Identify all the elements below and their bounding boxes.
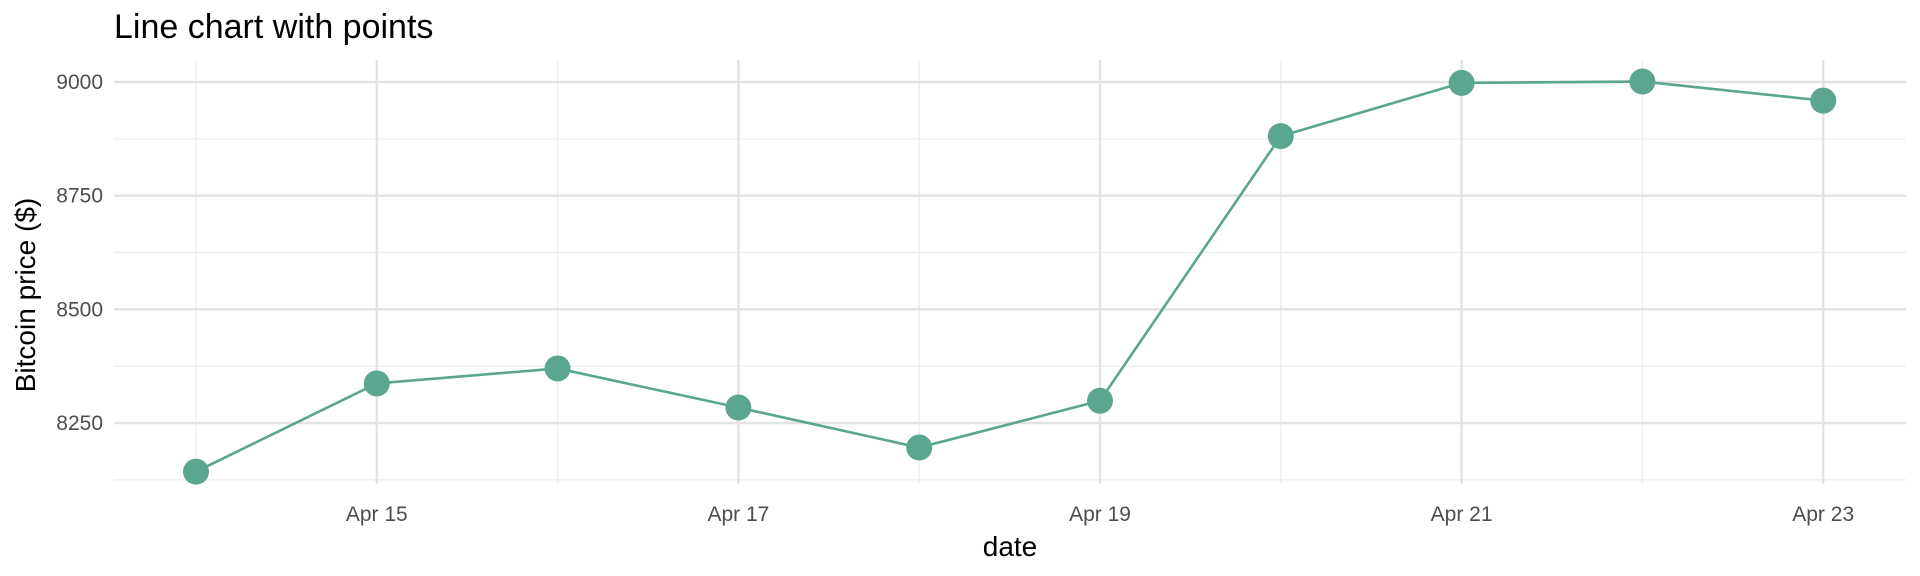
data-point bbox=[1267, 123, 1294, 150]
chart-title: Line chart with points bbox=[114, 8, 433, 46]
x-tick-label: Apr 15 bbox=[346, 503, 408, 526]
series-line bbox=[195, 80, 1824, 473]
y-axis-ticks: 8250 8500 8750 9000 bbox=[56, 71, 103, 435]
x-axis-title: date bbox=[983, 531, 1038, 562]
x-tick-label: Apr 17 bbox=[707, 503, 769, 526]
data-point bbox=[1629, 68, 1656, 95]
y-axis-title: Bitcoin price ($) bbox=[10, 198, 41, 393]
x-tick-label: Apr 19 bbox=[1069, 503, 1131, 526]
data-point bbox=[1810, 87, 1837, 114]
data-point bbox=[906, 434, 933, 461]
data-point bbox=[544, 355, 571, 382]
data-point bbox=[1087, 387, 1113, 414]
x-tick-label: Apr 23 bbox=[1792, 503, 1854, 526]
series-points bbox=[183, 68, 1837, 485]
y-tick-label: 9000 bbox=[56, 71, 103, 94]
grid bbox=[114, 60, 1906, 484]
data-point bbox=[725, 394, 752, 421]
y-tick-label: 8250 bbox=[56, 412, 103, 435]
x-tick-label: Apr 21 bbox=[1431, 503, 1493, 526]
data-point bbox=[363, 370, 390, 397]
data-point bbox=[1448, 69, 1475, 96]
data-point bbox=[183, 458, 209, 485]
y-tick-label: 8750 bbox=[56, 185, 103, 208]
y-tick-label: 8500 bbox=[56, 298, 103, 321]
x-axis-ticks: Apr 15 Apr 17 Apr 19 Apr 21 Apr 23 bbox=[346, 503, 1854, 526]
